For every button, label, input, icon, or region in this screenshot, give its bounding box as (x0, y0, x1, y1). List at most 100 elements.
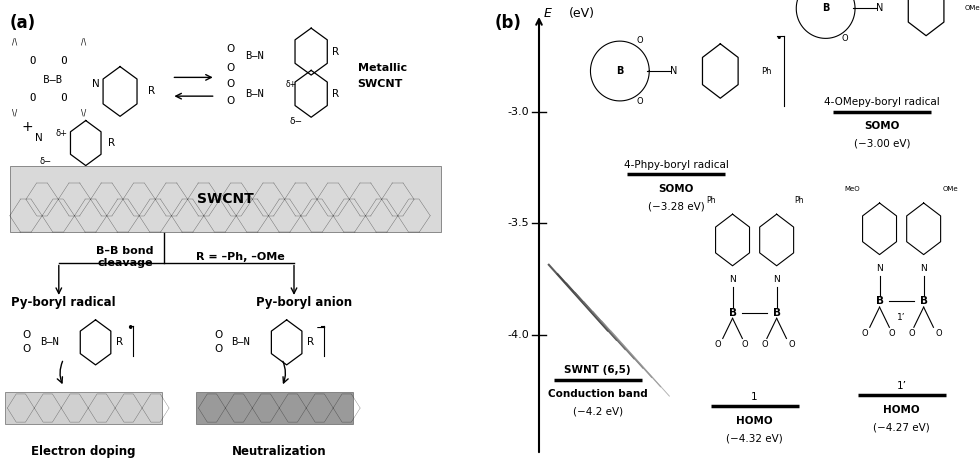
Text: O: O (908, 329, 914, 338)
Text: Py-boryl radical: Py-boryl radical (12, 296, 116, 309)
Text: •: • (126, 322, 133, 335)
Text: (a): (a) (10, 14, 36, 32)
Text: O: O (214, 330, 222, 340)
Text: +: + (22, 120, 32, 134)
Text: O: O (226, 44, 234, 54)
Text: (b): (b) (495, 14, 521, 32)
Text: O: O (861, 329, 868, 338)
Text: R: R (148, 86, 156, 97)
Text: N: N (670, 66, 677, 76)
Text: \/: \/ (12, 108, 18, 117)
Text: cleavage: cleavage (97, 257, 153, 268)
Text: Py-boryl anion: Py-boryl anion (256, 296, 352, 309)
Text: \/: \/ (80, 108, 86, 117)
Text: 1’: 1’ (897, 381, 906, 391)
Text: O    O: O O (30, 56, 68, 66)
Text: 4-OMepy-boryl radical: 4-OMepy-boryl radical (824, 97, 940, 107)
Text: Neutralization: Neutralization (232, 445, 326, 458)
Text: B: B (822, 3, 829, 14)
Text: O: O (889, 329, 895, 338)
Text: N: N (876, 264, 883, 273)
Text: N: N (773, 275, 780, 284)
Text: B: B (728, 308, 737, 318)
Text: Ph: Ph (761, 67, 772, 76)
Text: δ+: δ+ (55, 129, 68, 138)
Text: O: O (23, 344, 31, 355)
Text: HOMO: HOMO (883, 405, 920, 415)
Bar (10, 166, 441, 232)
Text: (−4.32 eV): (−4.32 eV) (726, 434, 783, 444)
Text: B: B (919, 296, 928, 307)
Text: Ph: Ph (794, 196, 804, 204)
Text: δ+: δ+ (286, 80, 297, 89)
Text: 1’: 1’ (898, 313, 906, 322)
Text: OMe: OMe (943, 186, 958, 192)
Text: O: O (226, 96, 234, 106)
Text: −: − (316, 322, 326, 335)
Text: OMe: OMe (965, 6, 980, 11)
Text: 4-Phpy-boryl radical: 4-Phpy-boryl radical (623, 159, 729, 169)
Text: HOMO: HOMO (736, 416, 773, 426)
Text: -3.0: -3.0 (508, 106, 529, 117)
Text: O: O (636, 36, 643, 45)
Text: O: O (742, 340, 748, 349)
Text: R: R (108, 138, 116, 148)
Bar (196, 392, 353, 424)
Text: B—B: B—B (36, 75, 62, 85)
Text: B—N: B—N (245, 89, 265, 99)
Text: R = –Ph, –OMe: R = –Ph, –OMe (196, 251, 284, 262)
Text: SWCNT: SWCNT (358, 79, 403, 90)
Text: /\: /\ (80, 38, 86, 47)
Text: SOMO: SOMO (659, 183, 694, 194)
Text: N: N (92, 79, 99, 90)
Text: MeO: MeO (845, 186, 860, 192)
Text: •: • (776, 33, 782, 43)
Text: (eV): (eV) (568, 7, 595, 20)
Text: -3.5: -3.5 (508, 219, 529, 228)
Text: N: N (920, 264, 927, 273)
Text: O: O (636, 97, 643, 106)
Text: Metallic: Metallic (358, 63, 407, 73)
Text: B—N: B—N (39, 337, 59, 348)
Text: B—N: B—N (245, 51, 265, 61)
Text: Conduction band: Conduction band (548, 389, 648, 399)
Text: O: O (935, 329, 942, 338)
Text: δ−: δ− (290, 117, 303, 127)
Text: B: B (875, 296, 884, 307)
Text: O: O (214, 344, 222, 355)
Text: O    O: O O (30, 93, 68, 104)
Text: B—N: B—N (230, 337, 250, 348)
Text: O: O (226, 63, 234, 73)
Bar (5, 392, 162, 424)
Text: B–B bond: B–B bond (96, 246, 154, 256)
Text: O: O (23, 330, 31, 340)
Text: N: N (729, 275, 736, 284)
Text: E: E (544, 7, 552, 20)
Text: SWNT (6,5): SWNT (6,5) (564, 365, 631, 375)
Text: Electron doping: Electron doping (31, 445, 135, 458)
Text: 1: 1 (752, 392, 758, 402)
Text: B: B (616, 66, 623, 76)
Text: R: R (332, 46, 339, 57)
Text: O: O (761, 340, 767, 349)
Text: SWCNT: SWCNT (197, 192, 254, 206)
Text: O: O (226, 79, 234, 90)
Text: δ−: δ− (39, 157, 52, 166)
Text: -4.0: -4.0 (508, 330, 529, 340)
Text: O: O (788, 340, 795, 349)
Text: (−4.2 eV): (−4.2 eV) (572, 407, 623, 417)
Text: SOMO: SOMO (864, 121, 900, 131)
Text: N: N (876, 3, 883, 14)
Text: /\: /\ (12, 38, 18, 47)
Text: O: O (842, 35, 849, 44)
Text: (−3.28 eV): (−3.28 eV) (648, 201, 705, 212)
Text: N: N (35, 133, 43, 144)
Text: B: B (772, 308, 781, 318)
Text: R: R (307, 337, 314, 348)
Text: O: O (714, 340, 721, 349)
Text: (−4.27 eV): (−4.27 eV) (873, 423, 930, 432)
Text: Ph: Ph (706, 196, 715, 204)
Text: R: R (332, 89, 339, 99)
Text: (−3.00 eV): (−3.00 eV) (854, 139, 910, 149)
Text: R: R (116, 337, 122, 348)
